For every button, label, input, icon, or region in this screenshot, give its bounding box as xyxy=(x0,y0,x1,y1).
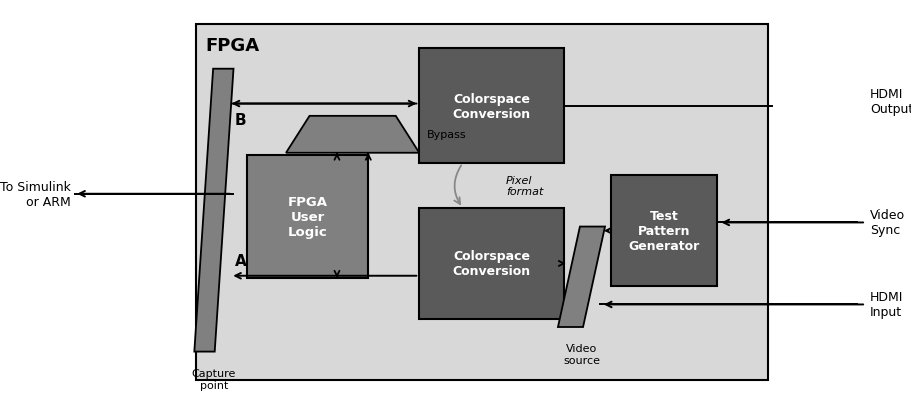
Text: B: B xyxy=(235,112,247,128)
Text: Video
Sync: Video Sync xyxy=(869,209,904,237)
Text: FPGA
User
Logic: FPGA User Logic xyxy=(287,196,327,238)
Bar xyxy=(419,209,564,319)
Text: Video
source: Video source xyxy=(562,344,599,365)
Bar xyxy=(196,25,767,380)
Polygon shape xyxy=(558,227,604,327)
Text: Test
Pattern
Generator: Test Pattern Generator xyxy=(628,210,699,252)
Bar xyxy=(419,49,564,164)
Text: HDMI
Input: HDMI Input xyxy=(869,291,902,319)
Text: Colorspace
Conversion: Colorspace Conversion xyxy=(452,250,530,278)
Polygon shape xyxy=(286,117,419,153)
Text: A: A xyxy=(235,253,247,268)
Bar xyxy=(247,155,368,278)
Text: Colorspace
Conversion: Colorspace Conversion xyxy=(452,92,530,120)
Text: Pixel
format: Pixel format xyxy=(506,175,543,197)
FancyArrowPatch shape xyxy=(454,166,461,204)
Polygon shape xyxy=(194,70,233,352)
Bar xyxy=(610,176,716,286)
Text: Capture
point: Capture point xyxy=(191,368,236,390)
Text: HDMI
Output: HDMI Output xyxy=(869,88,911,116)
Text: FPGA: FPGA xyxy=(205,37,259,55)
Text: Bypass: Bypass xyxy=(426,130,466,140)
Text: To Simulink
or ARM: To Simulink or ARM xyxy=(0,180,70,208)
